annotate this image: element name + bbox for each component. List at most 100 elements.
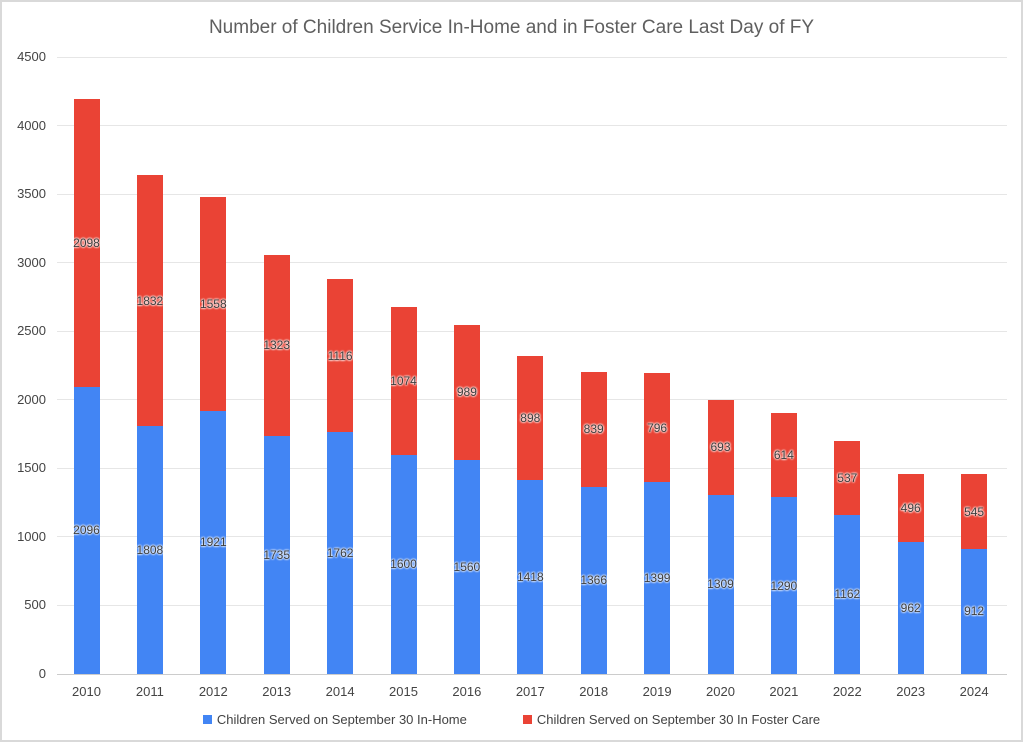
x-axis-label-2022: 2022 bbox=[832, 684, 862, 699]
bar-in-home-2014 bbox=[327, 432, 354, 674]
bar-foster-care-2011 bbox=[136, 174, 163, 427]
gridline-4000 bbox=[57, 125, 1007, 127]
x-axis-label-2010: 2010 bbox=[72, 684, 101, 699]
value-label-in-home-2017: 1418 bbox=[516, 569, 544, 584]
bar-foster-care-2019 bbox=[644, 373, 671, 483]
bar-in-home-2020 bbox=[707, 494, 734, 674]
value-label-in-home-2012: 1921 bbox=[199, 535, 227, 550]
y-axis-label-500: 500 bbox=[24, 597, 46, 613]
value-label-foster-care-2011: 1832 bbox=[136, 293, 164, 308]
bar-in-home-2017 bbox=[517, 479, 544, 674]
y-axis-label-2500: 2500 bbox=[17, 323, 46, 339]
legend-item-in-home: Children Served on September 30 In-Home bbox=[202, 712, 467, 727]
bar-foster-care-2021 bbox=[770, 412, 797, 498]
value-label-foster-care-2012: 1558 bbox=[199, 296, 227, 311]
gridline-4500 bbox=[57, 56, 1007, 58]
y-axis-label-2000: 2000 bbox=[17, 391, 46, 407]
bar-in-home-2024 bbox=[961, 548, 988, 674]
y-axis-label-0: 0 bbox=[38, 666, 46, 681]
value-label-in-home-2020: 1309 bbox=[707, 577, 734, 592]
y-axis-label-1500: 1500 bbox=[17, 460, 46, 476]
chart-title: Number of Children Service In-Home and i… bbox=[208, 17, 815, 38]
bar-in-home-2016 bbox=[453, 460, 480, 674]
value-label-in-home-2013: 1735 bbox=[263, 548, 291, 563]
x-axis-label-2016: 2016 bbox=[452, 684, 482, 699]
bar-foster-care-2020 bbox=[707, 399, 734, 495]
value-label-foster-care-2015: 1074 bbox=[390, 373, 417, 388]
bar-foster-care-2013 bbox=[263, 254, 290, 437]
value-label-in-home-2018: 1366 bbox=[580, 573, 608, 588]
in-home-legend-swatch-icon bbox=[202, 715, 212, 724]
value-label-in-home-2014: 1762 bbox=[326, 546, 354, 561]
x-axis-label-2021: 2021 bbox=[769, 684, 799, 699]
x-axis-label-2017: 2017 bbox=[515, 684, 545, 699]
x-axis-label-2020: 2020 bbox=[706, 684, 735, 699]
value-label-foster-care-2018: 839 bbox=[583, 422, 604, 437]
x-axis-label-2013: 2013 bbox=[262, 684, 292, 699]
value-label-in-home-2022: 1162 bbox=[834, 587, 861, 602]
value-label-foster-care-2014: 1116 bbox=[327, 348, 353, 363]
value-label-foster-care-2020: 693 bbox=[710, 440, 731, 454]
x-axis-label-2024: 2024 bbox=[959, 684, 989, 699]
y-axis-label-4500: 4500 bbox=[17, 49, 46, 64]
bar-foster-care-2015 bbox=[390, 307, 417, 455]
foster-care-legend-swatch-icon bbox=[522, 715, 532, 724]
value-label-in-home-2024: 912 bbox=[964, 604, 985, 619]
value-label-in-home-2023: 962 bbox=[900, 601, 921, 616]
gridline-3500 bbox=[57, 193, 1007, 195]
bar-in-home-2018 bbox=[580, 486, 607, 674]
legend-item-foster-care: Children Served on September 30 In Foste… bbox=[522, 712, 821, 727]
bar-in-home-2015 bbox=[390, 454, 417, 674]
y-axis-label-3000: 3000 bbox=[17, 254, 46, 270]
value-label-in-home-2011: 1808 bbox=[136, 543, 164, 558]
bar-foster-care-2016 bbox=[453, 324, 480, 461]
bar-in-home-2022 bbox=[834, 514, 861, 674]
y-axis-label-4000: 4000 bbox=[17, 117, 46, 133]
y-axis-label-3500: 3500 bbox=[17, 186, 46, 202]
x-axis-label-2014: 2014 bbox=[325, 684, 355, 699]
value-label-foster-care-2022: 537 bbox=[837, 470, 858, 485]
chart-legend: Children Served on September 30 In-Home C… bbox=[2, 712, 1021, 727]
value-label-foster-care-2010: 2098 bbox=[73, 235, 100, 250]
bar-foster-care-2017 bbox=[517, 356, 544, 480]
bar-in-home-2021 bbox=[770, 497, 797, 674]
value-label-foster-care-2017: 898 bbox=[520, 411, 541, 425]
bar-in-home-2013 bbox=[263, 436, 290, 674]
x-axis-label-2018: 2018 bbox=[579, 684, 609, 699]
value-label-foster-care-2019: 796 bbox=[647, 420, 668, 435]
bar-foster-care-2010 bbox=[73, 98, 100, 387]
value-label-in-home-2010: 2096 bbox=[73, 523, 100, 538]
value-label-in-home-2015: 1600 bbox=[390, 557, 417, 572]
x-axis-label-2012: 2012 bbox=[198, 684, 228, 699]
x-axis-label-2023: 2023 bbox=[896, 684, 926, 699]
bar-foster-care-2012 bbox=[200, 196, 227, 411]
gridline-0 bbox=[57, 673, 1007, 675]
value-label-foster-care-2016: 989 bbox=[456, 385, 477, 400]
bar-in-home-2023 bbox=[897, 542, 924, 674]
value-label-in-home-2016: 1560 bbox=[453, 560, 481, 575]
value-label-foster-care-2013: 1323 bbox=[263, 338, 291, 353]
value-label-foster-care-2021: 614 bbox=[773, 448, 794, 463]
bar-foster-care-2014 bbox=[327, 279, 354, 433]
y-axis-label-1000: 1000 bbox=[17, 528, 46, 544]
bar-foster-care-2018 bbox=[580, 371, 607, 487]
x-axis-label-2019: 2019 bbox=[642, 684, 672, 699]
bar-foster-care-2023 bbox=[897, 474, 924, 543]
bar-in-home-2011 bbox=[136, 426, 163, 674]
value-label-in-home-2021: 1290 bbox=[770, 578, 798, 593]
x-axis-label-2015: 2015 bbox=[389, 684, 418, 699]
bar-in-home-2012 bbox=[200, 410, 227, 674]
value-label-foster-care-2024: 545 bbox=[964, 504, 985, 519]
bar-foster-care-2022 bbox=[834, 441, 861, 515]
legend-label: Children Served on September 30 In Foste… bbox=[536, 712, 821, 727]
value-label-foster-care-2023: 496 bbox=[900, 501, 921, 516]
bar-in-home-2019 bbox=[644, 482, 671, 674]
gridline-3000 bbox=[57, 262, 1007, 264]
legend-label: Children Served on September 30 In-Home bbox=[216, 712, 467, 727]
value-label-in-home-2019: 1399 bbox=[643, 571, 671, 586]
bar-in-home-2010 bbox=[73, 386, 100, 674]
bar-foster-care-2024 bbox=[961, 474, 988, 549]
x-axis-label-2011: 2011 bbox=[135, 684, 164, 699]
gridline-2500 bbox=[57, 330, 1007, 332]
